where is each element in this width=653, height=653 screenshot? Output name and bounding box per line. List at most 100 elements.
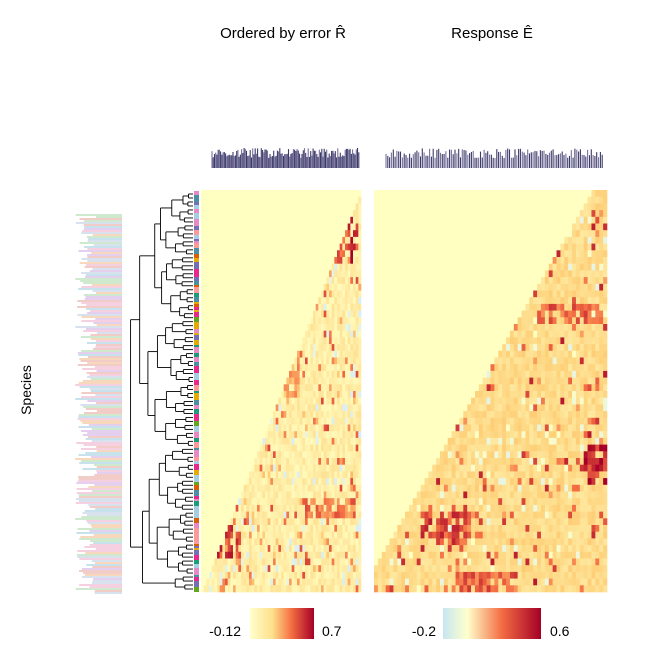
heatmap-cell bbox=[482, 377, 487, 385]
heatmap-cell bbox=[443, 464, 449, 472]
heatmap-cell bbox=[560, 451, 565, 459]
row-group-color-cell bbox=[194, 461, 199, 464]
heatmap-cell bbox=[509, 558, 515, 566]
heatmap-cell bbox=[599, 317, 604, 325]
heatmap-cell bbox=[548, 370, 553, 378]
heatmap-cell bbox=[230, 545, 234, 553]
heatmap-cell bbox=[537, 525, 542, 532]
heatmap-cell bbox=[564, 330, 569, 338]
heatmap-cell bbox=[560, 324, 565, 331]
heatmap-cell bbox=[310, 511, 314, 519]
heatmap-cell bbox=[540, 531, 546, 539]
heatmap-cell bbox=[583, 216, 588, 224]
heatmap-cell bbox=[342, 310, 346, 318]
heatmap-cell bbox=[603, 504, 608, 512]
heatmap-cell bbox=[529, 330, 534, 338]
heatmap-cell bbox=[583, 397, 588, 405]
heatmap-cell bbox=[572, 337, 577, 345]
heatmap-cell bbox=[323, 384, 327, 392]
heatmap-cell bbox=[321, 330, 324, 338]
heatmap-cell bbox=[310, 471, 314, 479]
heatmap-cell bbox=[358, 451, 362, 459]
heatmap-cell bbox=[326, 444, 330, 452]
heatmap-cell bbox=[490, 464, 495, 472]
heatmap-cell bbox=[599, 290, 604, 298]
heatmap-cell bbox=[540, 458, 546, 465]
heatmap-cell bbox=[424, 525, 429, 532]
heatmap-cell bbox=[521, 518, 526, 526]
heatmap-cell bbox=[310, 350, 314, 358]
heatmap-cell bbox=[275, 545, 279, 553]
heatmap-cell bbox=[474, 571, 480, 579]
heatmap-cell bbox=[275, 424, 279, 432]
heatmap-cell bbox=[599, 464, 604, 472]
heatmap-cell bbox=[540, 545, 546, 553]
heatmap-cell bbox=[347, 498, 351, 506]
heatmap-cell bbox=[521, 504, 526, 512]
heatmap-cell bbox=[358, 558, 362, 566]
heatmap-cell bbox=[289, 478, 292, 486]
heatmap-cell bbox=[321, 571, 324, 579]
heatmap-cell bbox=[432, 538, 437, 546]
heatmap-cell bbox=[281, 471, 284, 479]
heatmap-cell bbox=[529, 370, 534, 378]
heatmap-cell bbox=[595, 377, 600, 385]
heatmap-cell bbox=[294, 558, 298, 566]
heatmap-cell bbox=[270, 531, 274, 539]
heatmap-cell bbox=[560, 263, 565, 271]
heatmap-cell bbox=[318, 350, 322, 358]
heatmap-cell bbox=[350, 551, 354, 559]
heatmap-cell bbox=[525, 565, 530, 573]
heatmap-cell bbox=[513, 357, 518, 365]
heatmap-cell bbox=[548, 585, 553, 593]
heatmap-cell bbox=[599, 210, 604, 218]
heatmap-cell bbox=[599, 545, 604, 553]
heatmap-cell bbox=[289, 504, 292, 512]
heatmap-cell bbox=[478, 397, 484, 405]
heatmap-cell bbox=[318, 531, 322, 539]
heatmap-cell bbox=[467, 511, 472, 519]
heatmap-cell bbox=[275, 538, 279, 546]
heatmap-cell bbox=[568, 518, 573, 526]
heatmap-cell bbox=[347, 551, 351, 559]
heatmap-cell bbox=[353, 250, 356, 258]
heatmap-cell bbox=[331, 458, 335, 465]
heatmap-cell bbox=[575, 471, 581, 479]
heatmap-cell bbox=[275, 417, 279, 425]
heatmap-cell bbox=[525, 411, 530, 419]
heatmap-cell bbox=[307, 511, 311, 519]
heatmap-cell bbox=[302, 424, 306, 432]
heatmap-cell bbox=[455, 437, 460, 445]
heatmap-cell bbox=[603, 350, 608, 358]
heatmap-cell bbox=[313, 330, 316, 338]
colorbar-1 bbox=[250, 608, 314, 639]
heatmap-cell bbox=[267, 525, 271, 532]
heatmap-cell bbox=[502, 491, 507, 499]
heatmap-cell bbox=[353, 337, 356, 345]
heatmap-cell bbox=[525, 464, 530, 472]
heatmap-cell bbox=[286, 431, 290, 439]
heatmap-cell bbox=[353, 458, 356, 465]
heatmap-cell bbox=[273, 538, 276, 546]
heatmap-cell bbox=[299, 585, 303, 593]
heatmap-cell bbox=[564, 290, 569, 298]
heatmap-cell bbox=[572, 310, 577, 318]
heatmap-cell bbox=[334, 498, 338, 506]
heatmap-cell bbox=[334, 344, 338, 352]
heatmap-cell bbox=[603, 498, 608, 506]
heatmap-cell bbox=[281, 424, 284, 432]
heatmap-cell bbox=[420, 571, 425, 579]
heatmap-cell bbox=[486, 545, 491, 553]
heatmap-cell bbox=[350, 451, 354, 459]
heatmap-cell bbox=[339, 511, 343, 519]
heatmap-cell bbox=[513, 464, 518, 472]
heatmap-cell bbox=[329, 297, 332, 305]
heatmap-cell bbox=[440, 518, 445, 526]
heatmap-cell bbox=[428, 531, 433, 539]
heatmap-cell bbox=[591, 545, 596, 553]
heatmap-cell bbox=[447, 451, 452, 459]
heatmap-cell bbox=[513, 565, 518, 573]
heatmap-cell bbox=[552, 350, 557, 358]
heatmap-cell bbox=[251, 504, 255, 512]
heatmap-cell bbox=[270, 504, 274, 512]
